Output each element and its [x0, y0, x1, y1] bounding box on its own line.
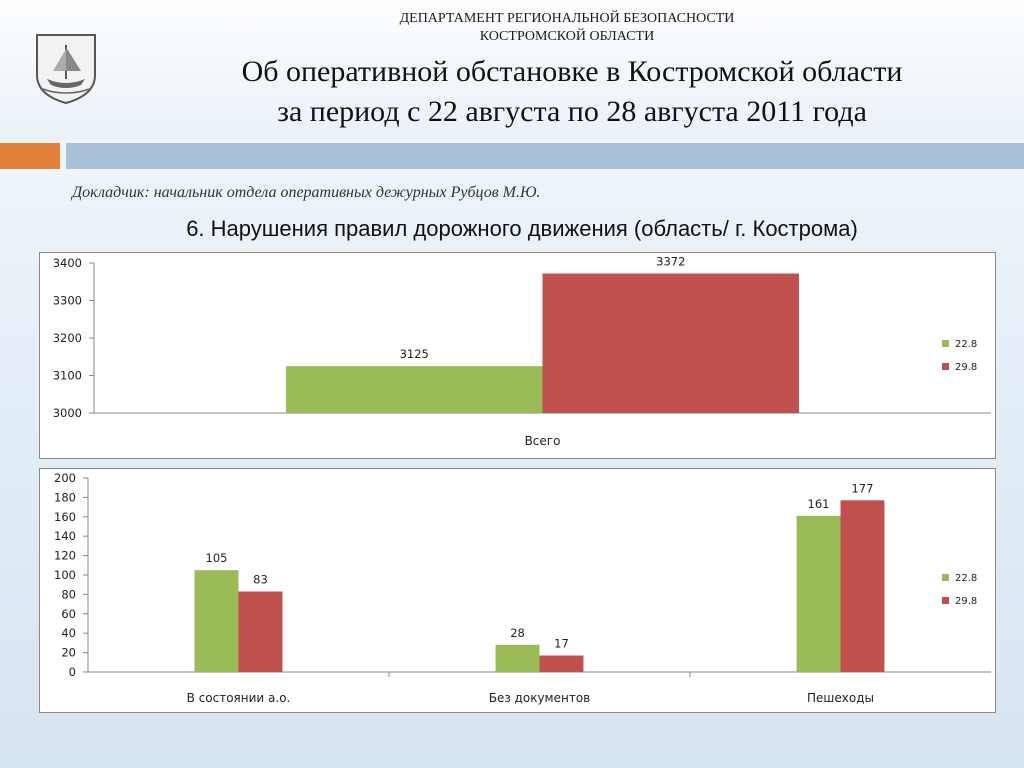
chart2-y-tick-label: 160 [54, 510, 76, 524]
chart2-bar-29.8 [840, 500, 885, 672]
orange-accent-band [0, 143, 60, 169]
chart2-y-tick-label: 60 [61, 607, 76, 621]
chart2-y-tick-label: 40 [61, 626, 76, 640]
chart2-bar-22.8 [796, 515, 841, 672]
chart2-legend-swatch [942, 574, 949, 581]
chart1-y-tick-label: 3100 [53, 369, 82, 383]
chart1-legend-label: 29.8 [955, 362, 977, 373]
chart-categories: 0 20 40 60 80 100 120 140 160 180 200 В состоянии а… [39, 468, 996, 713]
chart2-y-tick-label: 20 [61, 646, 76, 660]
chart1-y-tick-label: 3400 [53, 256, 82, 270]
chart2-y-tick-label: 80 [61, 587, 76, 601]
chart2-bar-22.8 [495, 644, 540, 672]
chart2-category-label: В состоянии а.о. [187, 691, 291, 705]
chart1-y-tick-label: 3200 [53, 331, 82, 345]
chart2-bar-29.8 [238, 591, 283, 672]
chart2-data-label: 105 [206, 551, 228, 565]
chart1-legend-swatch [942, 363, 949, 370]
chart2-category-label: Без документов [489, 691, 590, 705]
chart2-bar-22.8 [194, 570, 239, 672]
chart2-legend-swatch [942, 597, 949, 604]
chart2-data-label: 83 [253, 572, 268, 586]
chart2-bar-29.8 [539, 655, 584, 672]
chart1-y-tick-label: 3000 [53, 406, 82, 420]
chart-total-svg: 3000 3100 3200 3300 3400 Всего 3125 3372 22.8 29.… [53, 255, 991, 448]
chart1-legend-label: 22.8 [955, 339, 977, 350]
chart-total: 3000 3100 3200 3300 3400 Всего 3125 3372 22.8 29.… [39, 252, 996, 459]
reporter-line: Докладчик: начальник отдела оперативных … [72, 184, 541, 201]
chart1-y-tick-label: 3300 [53, 294, 82, 308]
chart2-y-tick-label: 120 [54, 549, 76, 563]
chart2-y-tick-label: 100 [54, 568, 76, 582]
chart2-y-tick-label: 140 [54, 529, 76, 543]
chart1-data-label: 3372 [656, 255, 685, 269]
department-line: ДЕПАРТАМЕНТ РЕГИОНАЛЬНОЙ БЕЗОПАСНОСТИ КО… [399, 11, 735, 44]
chart2-data-label: 28 [510, 626, 525, 640]
chart1-legend-swatch [942, 340, 949, 347]
department-name: ДЕПАРТАМЕНТ РЕГИОНАЛЬНОЙ БЕЗОПАСНОСТИ КО… [300, 10, 834, 46]
chart2-legend-label: 22.8 [955, 573, 977, 584]
chart2-y-tick-label: 180 [54, 490, 76, 504]
chart2-legend-label: 29.8 [955, 596, 977, 607]
chart1-bar-22.8 [285, 366, 543, 413]
chart-categories-svg: 0 20 40 60 80 100 120 140 160 180 200 В состоянии а… [54, 471, 991, 705]
chart2-data-label: 177 [851, 481, 873, 495]
chart-section-title: 6. Нарушения правил дорожного движения (… [186, 216, 858, 241]
page-title: Об оперативной обстановке в Костромской … [241, 55, 903, 128]
chart1-data-label: 3125 [400, 347, 429, 361]
chart1-bar-29.8 [542, 273, 800, 413]
chart2-data-label: 17 [554, 637, 569, 651]
chart2-data-label: 161 [808, 497, 830, 511]
coat-of-arms-icon [36, 34, 96, 105]
chart2-y-tick-label: 200 [54, 471, 76, 485]
chart1-category-label: Всего [525, 434, 561, 448]
chart2-y-tick-label: 0 [69, 665, 76, 679]
header-band [0, 0, 1024, 140]
chart2-category-label: Пешеходы [807, 691, 874, 705]
blue-accent-band [66, 143, 1024, 169]
